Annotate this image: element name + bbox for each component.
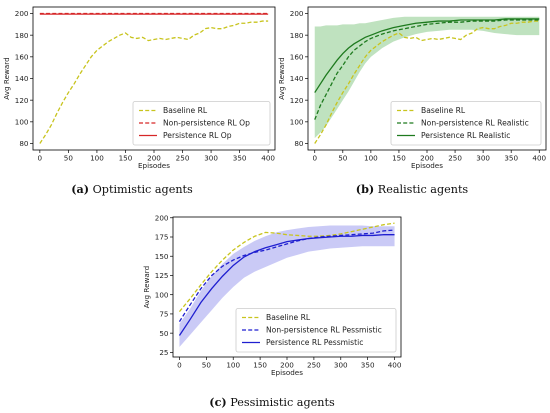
caption-a-text: Optimistic agents: [89, 183, 193, 196]
x-tick-label: 150: [119, 154, 133, 163]
x-tick-label: 250: [448, 154, 462, 163]
y-tick-label: 160: [290, 52, 304, 61]
caption-c-label: (c): [209, 395, 226, 409]
caption-b-label: (b): [356, 182, 374, 196]
series-line-3: [314, 18, 540, 93]
x-tick-label: 50: [64, 154, 74, 163]
series-line-1: [314, 20, 540, 144]
y-tick-label: 180: [15, 31, 29, 40]
y-tick-label: 175: [155, 233, 169, 242]
x-axis-label: Episodes: [411, 161, 443, 170]
legend-box: [235, 308, 397, 353]
x-tick-label: 400: [261, 154, 275, 163]
y-tick-label: 80: [19, 139, 29, 148]
legend-label: Persistence RL Op: [163, 131, 232, 140]
legend-box: [390, 101, 542, 146]
y-tick-label: 50: [159, 329, 169, 338]
series-line-2: [314, 19, 540, 120]
legend-label: Non-persistence RL Pessmistic: [266, 326, 382, 335]
y-tick-label: 200: [155, 213, 169, 222]
legend-label: Baseline RL: [266, 313, 311, 322]
x-tick-label: 50: [338, 154, 348, 163]
x-tick-label: 100: [90, 154, 104, 163]
confidence-band: [179, 225, 395, 347]
legend-label: Persistence RL Realistic: [421, 131, 510, 140]
x-tick-label: 350: [233, 154, 247, 163]
y-tick-label: 100: [15, 117, 29, 126]
caption-b-text: Realistic agents: [374, 183, 468, 196]
legend-label: Baseline RL: [163, 106, 208, 115]
x-tick-label: 350: [361, 361, 375, 370]
y-tick-label: 100: [155, 290, 169, 299]
x-tick-label: 300: [334, 361, 348, 370]
y-axis-label: Avg Reward: [277, 57, 286, 99]
caption-b: (b) Realistic agents: [356, 182, 469, 196]
x-tick-label: 150: [392, 154, 406, 163]
x-tick-label: 0: [312, 154, 317, 163]
caption-a-label: (a): [71, 182, 89, 196]
caption-c: (c) Pessimistic agents: [209, 395, 335, 409]
legend-label: Persistence RL Pessmistic: [266, 338, 363, 347]
series-line-2: [178, 229, 395, 322]
y-tick-label: 80: [294, 139, 304, 148]
y-tick-label: 120: [290, 96, 304, 105]
y-tick-label: 160: [15, 52, 29, 61]
x-axis-label: Episodes: [138, 161, 170, 170]
y-axis-label: Avg Reward: [142, 266, 151, 308]
y-tick-label: 25: [159, 348, 168, 357]
caption-c-text: Pessimistic agents: [227, 396, 335, 409]
y-tick-label: 200: [15, 9, 29, 18]
legend-label: Non-persistence RL Op: [163, 119, 250, 128]
legend-label: Non-persistence RL Realistic: [421, 119, 529, 128]
x-tick-label: 100: [226, 361, 240, 370]
caption-a: (a) Optimistic agents: [71, 182, 193, 196]
x-tick-label: 250: [307, 361, 321, 370]
y-tick-label: 140: [15, 74, 29, 83]
y-tick-label: 200: [290, 9, 304, 18]
x-axis-label: Episodes: [271, 368, 303, 377]
chart-optimistic: 0 50 100 150 200 250 300 350 400 80 100 120 140 160 18…: [2, 6, 275, 170]
series-line-1: [39, 20, 269, 144]
confidence-band: [314, 16, 540, 139]
y-tick-label: 150: [155, 252, 169, 261]
x-tick-label: 100: [364, 154, 378, 163]
x-tick-label: 200: [420, 154, 434, 163]
x-tick-label: 400: [388, 361, 402, 370]
x-tick-label: 300: [476, 154, 490, 163]
y-tick-label: 180: [290, 31, 304, 40]
legend-label: Baseline RL: [421, 106, 466, 115]
x-tick-label: 350: [504, 154, 518, 163]
chart-realistic: 0 50 100 150 200 250 300 350 400 80 100 120 140 160 18…: [277, 6, 547, 170]
y-tick-label: 125: [155, 271, 169, 280]
y-tick-label: 120: [15, 96, 29, 105]
x-tick-label: 250: [176, 154, 190, 163]
series-line-1: [178, 222, 395, 313]
y-tick-label: 75: [159, 310, 168, 319]
x-tick-label: 200: [147, 154, 161, 163]
y-tick-label: 100: [290, 117, 304, 126]
x-tick-label: 200: [280, 361, 294, 370]
x-tick-label: 150: [253, 361, 267, 370]
x-tick-label: 400: [532, 154, 546, 163]
x-tick-label: 0: [177, 361, 182, 370]
series-line-3: [178, 234, 395, 336]
y-tick-label: 140: [290, 74, 304, 83]
y-axis-label: Avg Reward: [2, 57, 11, 99]
x-tick-label: 0: [38, 154, 43, 163]
x-tick-label: 50: [202, 361, 212, 370]
chart-pessimistic: 0 50 100 150 200 250 300 350 400 25 50 75 100 125 150 1…: [142, 213, 402, 377]
x-tick-label: 300: [204, 154, 218, 163]
legend-box: [132, 101, 271, 146]
